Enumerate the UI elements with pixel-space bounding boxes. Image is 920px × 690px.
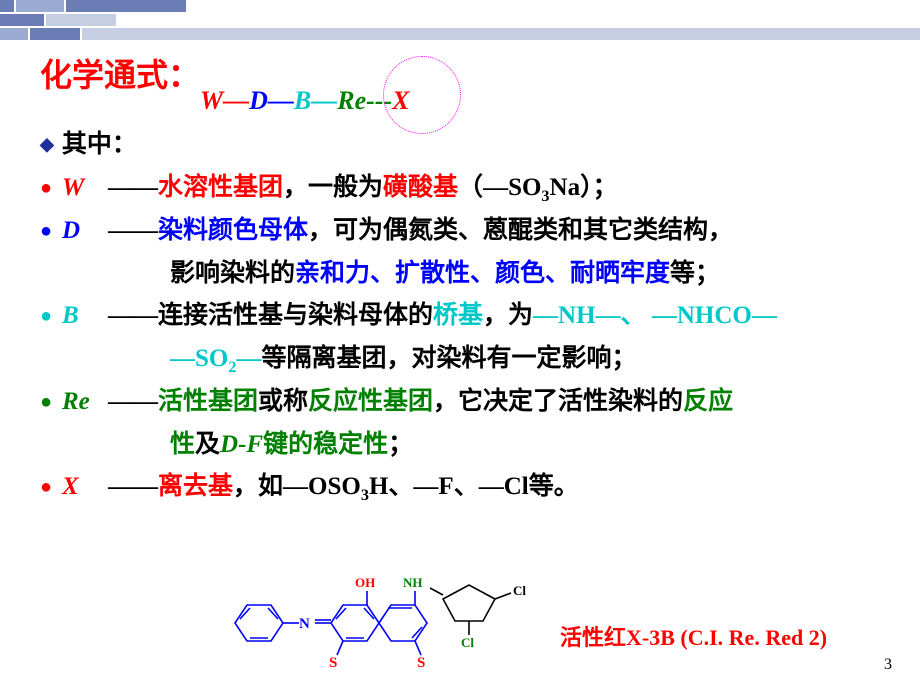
header-where: ◆ 其中： (40, 124, 880, 167)
bullet-item: ●D ——染料颜色母体，可为偶氮类、蒽醌类和其它类结构， (40, 210, 880, 253)
bullet-item: ●X ——离去基，如—OSO3H、—F、—Cl等。 (40, 466, 880, 510)
label-s2: S (417, 655, 425, 671)
item-symbol: B (62, 295, 108, 338)
formula-b: B (294, 86, 311, 115)
general-formula: W—D—B—Re---X (200, 86, 409, 116)
bullet-continuation: 性及D-F键的稳定性； (170, 424, 880, 467)
formula-d: D (249, 86, 268, 115)
bullet-list: ◆ 其中： ●W——水溶性基团，一般为磺酸基（—SO3Na）；●D ——染料颜色… (40, 124, 880, 510)
formula-w: W (200, 86, 223, 115)
azo-n1: N (299, 616, 310, 632)
item-symbol: W (62, 167, 108, 210)
bullet-dot: ● (40, 210, 62, 253)
bullet-dot: ● (40, 381, 62, 424)
bullet-item: ●B ——连接活性基与染料母体的桥基，为—NH—、 —NHCO— (40, 295, 880, 338)
diamond-icon: ◆ (40, 124, 54, 167)
bullet-item: ●W——水溶性基团，一般为磺酸基（—SO3Na）； (40, 167, 880, 211)
label-s1: S (329, 655, 337, 671)
formula-x: X (392, 86, 409, 115)
bullet-dot: ● (40, 466, 62, 510)
slide: 化学通式： W—D—B—Re---X ◆ 其中： ●W——水溶性基团，一般为磺酸… (0, 0, 920, 690)
formula-re: Re (337, 86, 366, 115)
label-oh: OH (355, 575, 375, 590)
item-symbol: Re (62, 381, 108, 424)
content: 化学通式： (40, 50, 880, 100)
item-symbol: X (62, 466, 108, 509)
chemical-structure: N OH NH Cl Cl S S (225, 573, 535, 668)
bullet-continuation: 影响染料的亲和力、扩散性、颜色、耐晒牢度等； (170, 253, 880, 296)
page-number: 3 (884, 656, 892, 674)
label-cl2: Cl (461, 635, 474, 650)
bullet-continuation: —SO2—等隔离基团，对染料有一定影响； (170, 338, 880, 382)
label-cl1: Cl (513, 583, 526, 598)
item-symbol: D (62, 210, 108, 253)
slide-title: 化学通式： (40, 50, 880, 96)
decor-bar (0, 0, 920, 44)
bullet-dot: ● (40, 295, 62, 338)
structure-caption: 活性红X-3B (C.I. Re. Red 2) (560, 620, 827, 652)
label-nh: NH (403, 575, 423, 590)
bullet-item: ●Re——活性基团或称反应性基团，它决定了活性染料的反应 (40, 381, 880, 424)
bullet-dot: ● (40, 167, 62, 211)
